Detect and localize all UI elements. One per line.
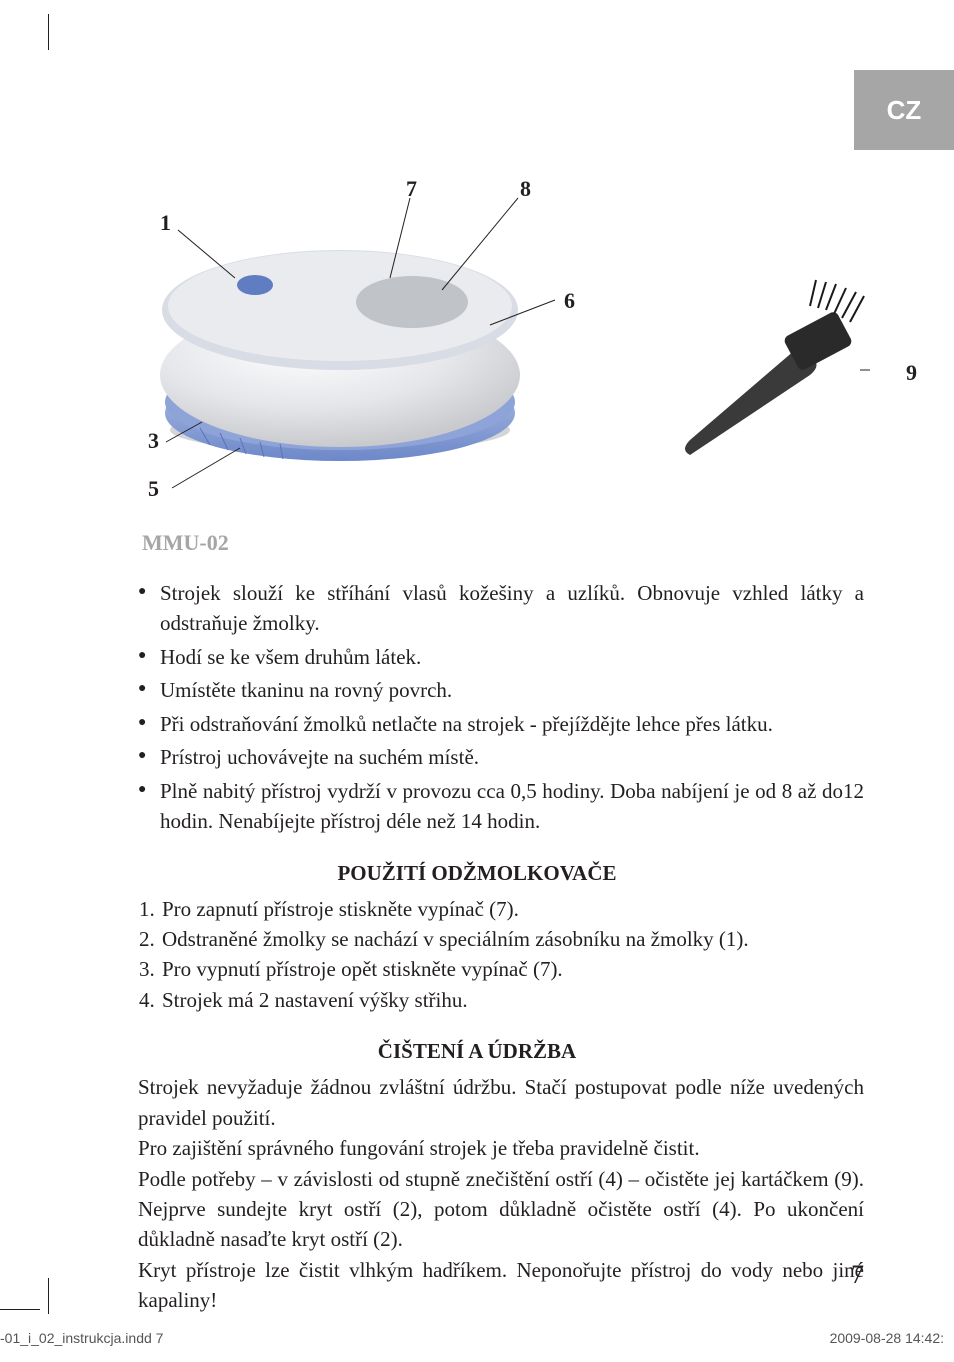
product-diagram: 1 7 8 6 3 5 9 (90, 170, 864, 520)
crop-mark (48, 1278, 49, 1314)
section-maintenance-title: ČIŠTENÍ A ÚDRŽBA (90, 1039, 864, 1064)
bullet-item: Umístěte tkaninu na rovný povrch. (138, 675, 864, 705)
maintenance-para: Podle potřeby – v závislosti od stupně z… (138, 1164, 864, 1255)
step-item: Pro vypnutí přístroje opět stiskněte vyp… (160, 954, 864, 984)
bullet-item: Prístroj uchovávejte na suchém místě. (138, 742, 864, 772)
maintenance-para: Strojek nevyžaduje žádnou zvláštní údržb… (138, 1072, 864, 1133)
language-tab: CZ (854, 70, 954, 150)
print-footer: -01_i_02_instrukcja.indd 7 2009-08-28 14… (0, 1330, 954, 1346)
callout-5: 5 (148, 476, 159, 502)
print-timestamp: 2009-08-28 14:42: (830, 1330, 944, 1346)
bullet-item: Hodí se ke všem druhům látek. (138, 642, 864, 672)
page-content: 1 7 8 6 3 5 9 MMU-02 Strojek slouží ke s… (0, 0, 954, 1316)
callout-3: 3 (148, 428, 159, 454)
maintenance-para: Kryt přístroje lze čistit vlhkým hadříke… (138, 1255, 864, 1316)
step-item: Pro zapnutí přístroje stiskněte vypínač … (160, 894, 864, 924)
usage-steps: Pro zapnutí přístroje stiskněte vypínač … (138, 894, 864, 1016)
callout-1: 1 (160, 210, 171, 236)
crop-mark (0, 1309, 40, 1310)
step-item: Strojek má 2 nastavení výšky střihu. (160, 985, 864, 1015)
bullet-item: Plně nabitý přístroj vydrží v provozu cc… (138, 776, 864, 837)
print-filename: -01_i_02_instrukcja.indd 7 (0, 1330, 163, 1346)
bullet-item: Strojek slouží ke stříhání vlasů kožešin… (138, 578, 864, 639)
callout-7: 7 (406, 176, 417, 202)
bullet-item: Při odstraňování žmolků netlačte na stro… (138, 709, 864, 739)
maintenance-para: Pro zajištění správného fungování stroje… (138, 1133, 864, 1163)
crop-mark (48, 14, 49, 50)
callout-6: 6 (564, 288, 575, 314)
callout-8: 8 (520, 176, 531, 202)
model-number: MMU-02 (142, 530, 864, 556)
step-item: Odstraněné žmolky se nachází v speciální… (160, 924, 864, 954)
callout-9: 9 (906, 360, 917, 386)
page-number: 7 (851, 1260, 864, 1290)
feature-bullets: Strojek slouží ke stříhání vlasů kožešin… (138, 578, 864, 837)
section-usage-title: POUŽITÍ ODŽMOLKOVAČE (90, 861, 864, 886)
